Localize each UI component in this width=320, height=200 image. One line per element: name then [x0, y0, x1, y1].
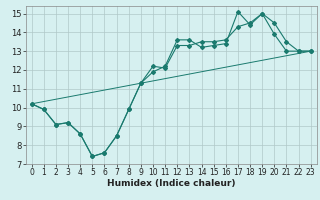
X-axis label: Humidex (Indice chaleur): Humidex (Indice chaleur): [107, 179, 236, 188]
